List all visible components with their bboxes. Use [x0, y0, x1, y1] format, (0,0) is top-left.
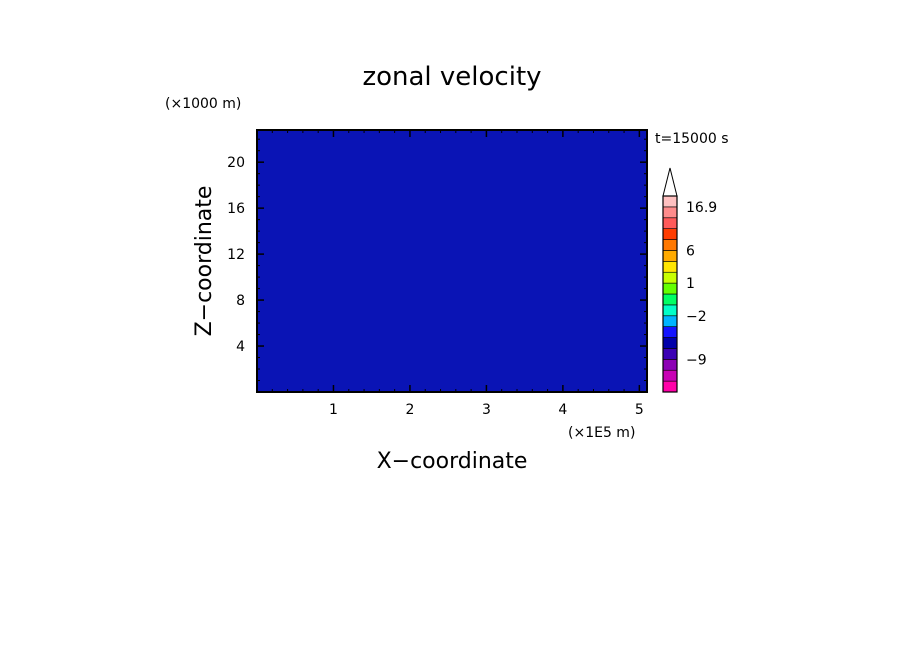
plot-frame [256, 129, 648, 393]
x-tick-label: 4 [558, 402, 567, 418]
heatmap-field [257, 130, 647, 392]
y-tick-label: 4 [236, 339, 245, 355]
colorbar-swatch [662, 293, 678, 306]
colorbar-label: 6 [686, 243, 695, 259]
colorbar-label: −2 [686, 309, 707, 325]
colorbar-swatch [662, 271, 678, 284]
colorbar-swatch [662, 380, 678, 393]
colorbar-swatch [662, 206, 678, 219]
colorbar-swatch [662, 250, 678, 262]
colorbar-swatch [662, 217, 678, 229]
y-tick-label: 12 [227, 247, 245, 263]
colorbar-swatch [662, 348, 678, 360]
x-axis: 1 2 3 4 5 [271, 130, 644, 418]
chart-title: zonal velocity [362, 62, 541, 92]
x-axis-label: X−coordinate [377, 449, 528, 474]
y-axis: 4 8 12 16 20 [227, 138, 647, 382]
x-tick-label: 5 [635, 402, 644, 418]
colorbar-swatch [662, 239, 678, 251]
y-tick-label: 8 [236, 293, 245, 309]
colorbar-extend-triangle [662, 167, 678, 197]
colorbar-label: 1 [686, 276, 695, 292]
x-tick-label: 2 [405, 402, 414, 418]
colorbar-swatch [662, 304, 678, 317]
colorbar-swatch [662, 282, 678, 295]
colorbar: 16.9 6 1 −2 −9 [662, 167, 717, 393]
colorbar-swatch [662, 315, 678, 327]
colorbar-frame [662, 195, 678, 393]
colorbar-swatch [662, 195, 678, 208]
colorbar-label: 16.9 [686, 200, 717, 216]
colorbar-swatch [662, 359, 678, 371]
y-units-label: (×1000 m) [165, 96, 241, 112]
colorbar-label: −9 [686, 352, 707, 368]
x-tick-label: 3 [482, 402, 491, 418]
colorbar-swatch [662, 326, 678, 338]
y-tick-label: 20 [227, 155, 245, 171]
colorbar-swatch [662, 228, 678, 240]
x-units-label: (×1E5 m) [568, 425, 635, 441]
y-tick-label: 16 [227, 201, 245, 217]
time-label: t=15000 s [655, 131, 729, 147]
y-axis-label: Z−coordinate [192, 186, 217, 337]
colorbar-swatch [662, 261, 678, 273]
plot-area [257, 130, 647, 392]
colorbar-swatch [662, 369, 678, 382]
x-tick-label: 1 [329, 402, 338, 418]
colorbar-swatch [662, 337, 678, 349]
